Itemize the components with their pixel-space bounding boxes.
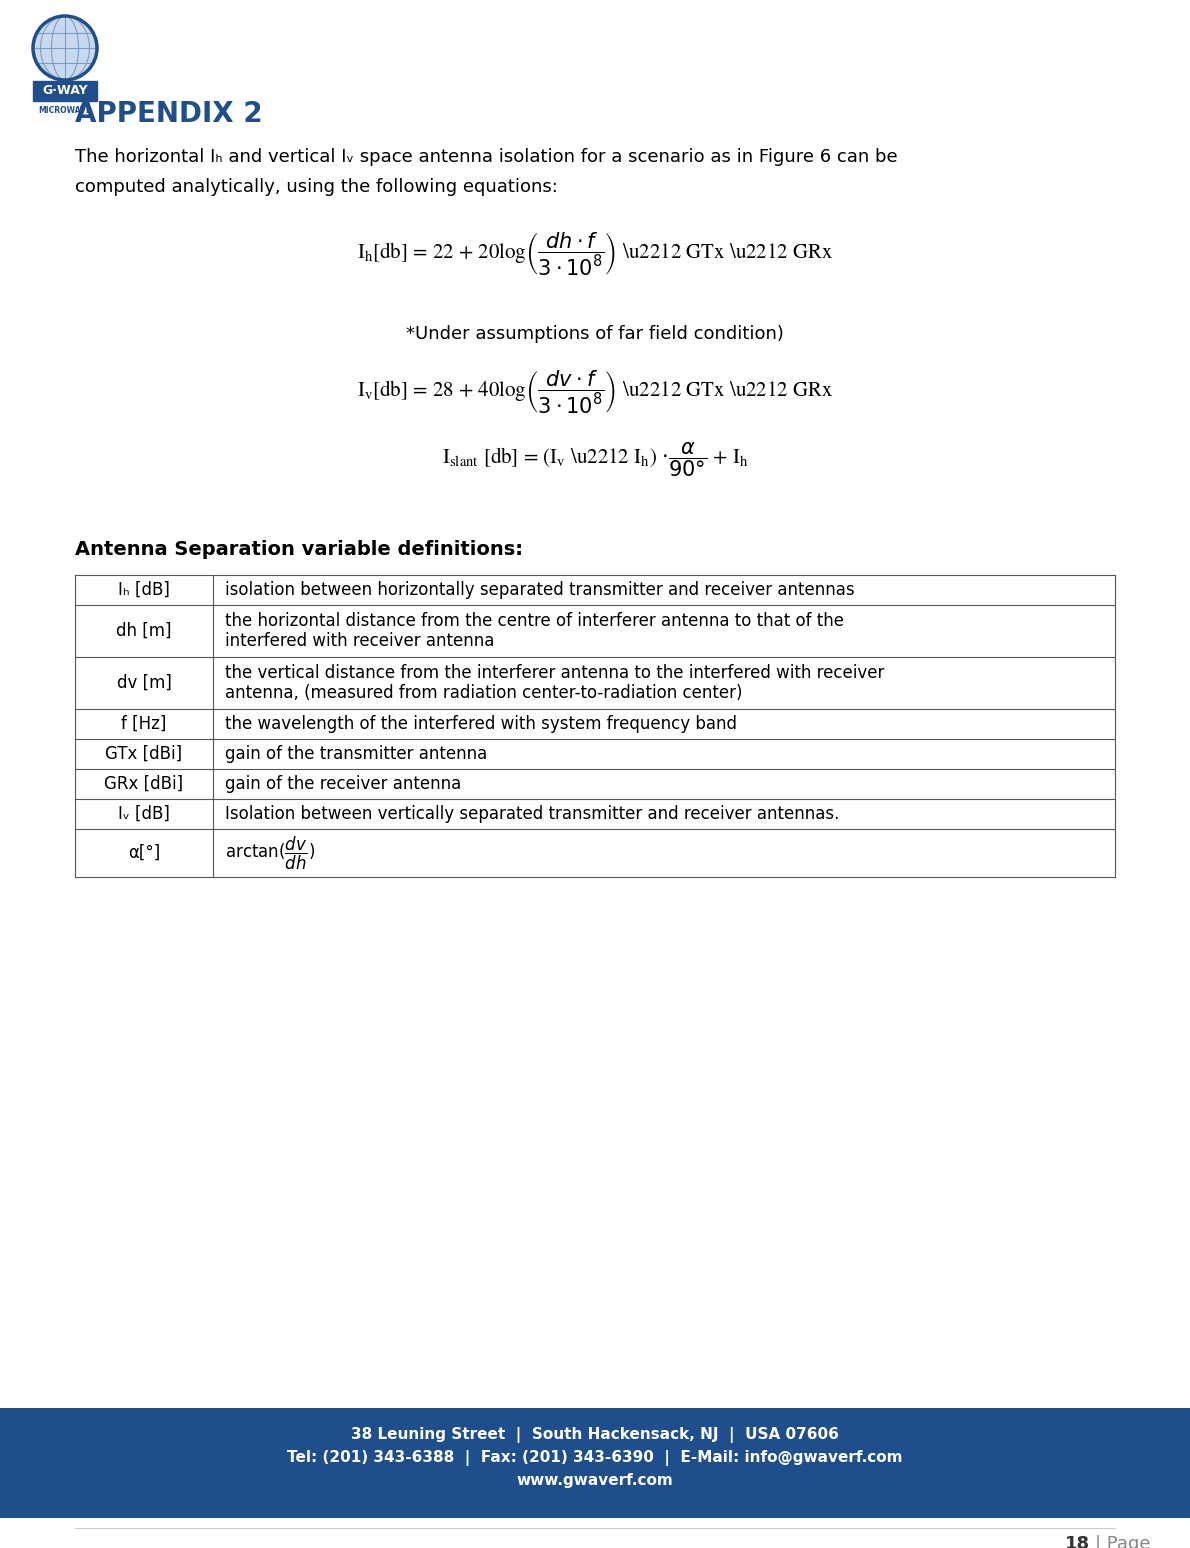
Text: dv [m]: dv [m]: [117, 673, 171, 692]
Text: *Under assumptions of far field condition): *Under assumptions of far field conditio…: [406, 325, 784, 344]
FancyBboxPatch shape: [0, 1409, 1190, 1519]
Text: $\mathregular{I_{slant}}$ [db] = ($\mathregular{I_v}$ \u2212 $\mathregular{I_h}$: $\mathregular{I_{slant}}$ [db] = ($\math…: [441, 440, 749, 478]
Text: APPENDIX 2: APPENDIX 2: [75, 101, 263, 128]
Text: arctan($\dfrac{dv}{dh}$): arctan($\dfrac{dv}{dh}$): [225, 834, 315, 872]
Text: Tel: (201) 343-6388  |  Fax: (201) 343-6390  |  E-Mail: info@gwaverf.com: Tel: (201) 343-6388 | Fax: (201) 343-639…: [287, 1450, 903, 1466]
Text: the vertical distance from the interferer antenna to the interfered with receive: the vertical distance from the interfere…: [225, 664, 884, 703]
Text: computed analytically, using the following equations:: computed analytically, using the followi…: [75, 178, 558, 197]
Text: isolation between horizontally separated transmitter and receiver antennas: isolation between horizontally separated…: [225, 580, 854, 599]
Text: | Page: | Page: [1095, 1536, 1151, 1548]
Text: gain of the receiver antenna: gain of the receiver antenna: [225, 776, 462, 793]
Text: the wavelength of the interfered with system frequency band: the wavelength of the interfered with sy…: [225, 715, 737, 734]
Text: 38 Leuning Street  |  South Hackensack, NJ  |  USA 07606: 38 Leuning Street | South Hackensack, NJ…: [351, 1427, 839, 1443]
Text: Isolation between vertically separated transmitter and receiver antennas.: Isolation between vertically separated t…: [225, 805, 839, 824]
Text: Iᵥ [dB]: Iᵥ [dB]: [118, 805, 170, 824]
Text: GTx [dBi]: GTx [dBi]: [106, 745, 182, 763]
Text: $\mathregular{I_v}$[db] = 28 + 40log$\left(\dfrac{dv \cdot f}{3 \cdot 10^8}\righ: $\mathregular{I_v}$[db] = 28 + 40log$\le…: [357, 368, 833, 415]
Circle shape: [33, 15, 98, 80]
Text: gain of the transmitter antenna: gain of the transmitter antenna: [225, 745, 487, 763]
Text: GRx [dBi]: GRx [dBi]: [105, 776, 183, 793]
Text: f [Hz]: f [Hz]: [121, 715, 167, 734]
FancyBboxPatch shape: [33, 80, 98, 101]
Text: Antenna Separation variable definitions:: Antenna Separation variable definitions:: [75, 540, 522, 559]
Text: G·WAY: G·WAY: [42, 85, 88, 98]
Text: the horizontal distance from the centre of interferer antenna to that of the
int: the horizontal distance from the centre …: [225, 611, 844, 650]
Text: $\mathregular{I_h}$[db] = 22 + 20log$\left(\dfrac{dh \cdot f}{3 \cdot 10^8}\righ: $\mathregular{I_h}$[db] = 22 + 20log$\le…: [357, 231, 833, 277]
Text: MICROWAVE: MICROWAVE: [38, 105, 92, 115]
Text: 18: 18: [1065, 1536, 1090, 1548]
Text: dh [m]: dh [m]: [117, 622, 171, 639]
Text: The horizontal Iₕ and vertical Iᵥ space antenna isolation for a scenario as in F: The horizontal Iₕ and vertical Iᵥ space …: [75, 149, 897, 166]
Text: www.gwaverf.com: www.gwaverf.com: [516, 1474, 674, 1489]
Text: Iₕ [dB]: Iₕ [dB]: [118, 580, 170, 599]
Text: α[°]: α[°]: [127, 844, 161, 862]
